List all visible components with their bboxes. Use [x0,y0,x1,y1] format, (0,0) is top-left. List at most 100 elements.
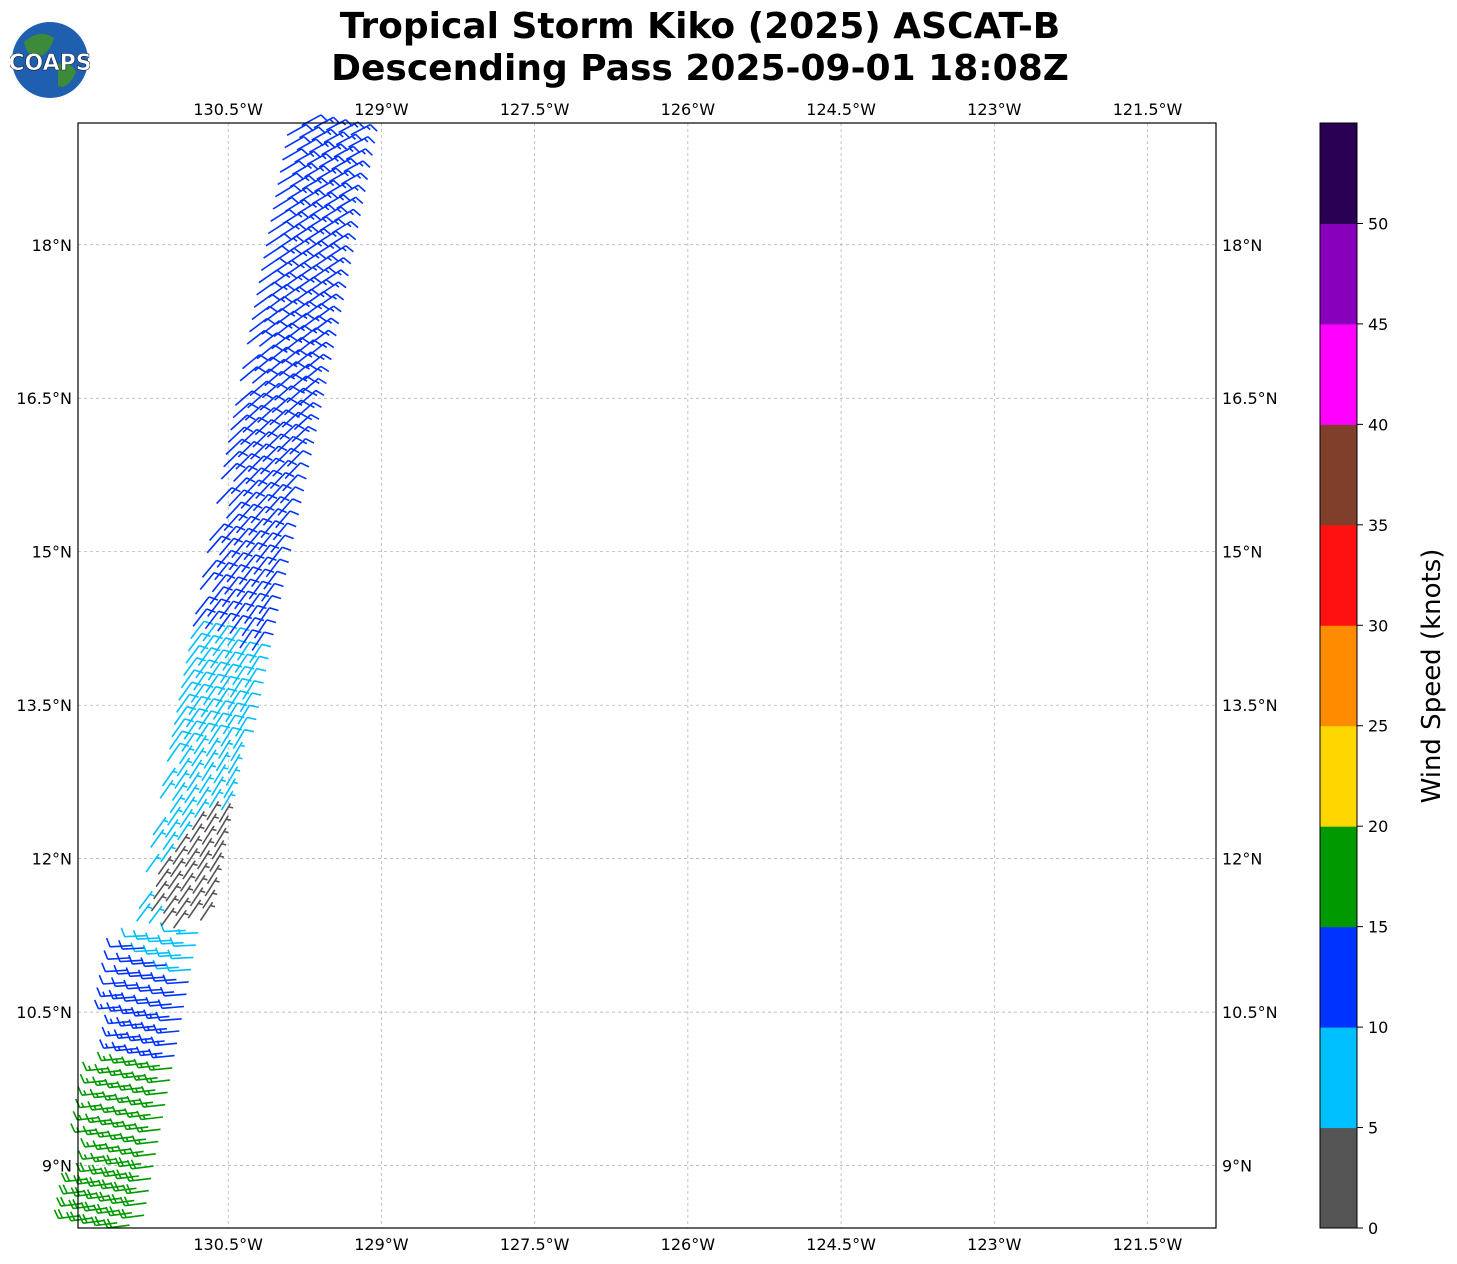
wind-barb [294,213,322,227]
wind-barb [350,123,378,136]
wind-barb [241,617,265,637]
wind-barb [103,950,130,960]
lat-tick-label-right: 12°N [1222,850,1262,869]
wind-barb [263,570,287,590]
colorbar-segment [1320,223,1357,325]
wind-barb [242,416,268,433]
wind-barb [123,979,150,990]
wind-barb [189,887,206,907]
wind-barb [289,174,317,188]
wind-barb [193,735,209,755]
wind-barb [251,631,274,651]
wind-barb [180,669,204,689]
wind-barb [177,821,193,841]
wind-barb [256,607,279,627]
wind-barb [286,123,314,136]
wind-barb [249,643,272,664]
wind-barb [192,608,216,627]
lon-tick-label-top: 126°W [661,100,716,119]
title-line-1: Tropical Storm Kiko (2025) ASCAT-B [339,6,1061,47]
wind-barb [275,247,303,262]
wind-barb [56,1196,83,1207]
wind-barb [259,457,285,475]
colorbar-frame [1319,122,1358,1229]
wind-barb [260,257,288,272]
lat-tick-label-left: 16.5°N [16,389,72,408]
wind-barb [218,739,233,760]
wind-barb [226,627,250,647]
colorbar-label: Wind Speed (knots) [1417,549,1447,804]
lat-tick-label-right: 15°N [1222,543,1262,562]
wind-barb [162,974,189,985]
wind-barb [166,742,190,762]
wind-barb [232,402,259,419]
wind-barb [173,705,197,726]
wind-barb [81,1061,109,1072]
wind-barb [142,944,169,955]
wind-barb [303,365,330,381]
wind-barb [162,831,179,851]
wind-barb [165,882,182,902]
wind-barb [323,131,351,144]
colorbar-tick-label: 35 [1368,516,1388,535]
wind-barb [202,889,218,909]
wind-barb [236,578,260,598]
wind-barb [263,245,290,259]
wind-barb [220,790,236,811]
wind-barb [321,143,349,156]
wind-barb [329,232,357,246]
wind-barbs [53,114,378,1229]
wind-barb [211,776,226,796]
lon-tick-label-top: 123°W [967,100,1022,119]
wind-barb [239,629,262,649]
wind-barb [181,732,204,752]
wind-barb [162,895,179,914]
wind-barb [211,839,227,860]
wind-barb [80,1137,107,1148]
wind-barb [188,759,205,779]
wind-barb [150,829,167,848]
wind-barb [258,269,286,284]
wind-barb [348,135,376,148]
colorbar-tick-label: 45 [1368,315,1388,334]
wind-barb [101,1026,128,1037]
wind-barb [266,421,293,438]
wind-barb [279,160,307,173]
wind-barb [270,534,294,553]
wind-barb [321,206,349,220]
wind-barb [214,624,238,644]
wind-barb [306,153,334,166]
wind-barb [265,233,293,247]
wind-barb [191,810,207,831]
wind-barb [239,692,262,713]
lon-tick-label-top: 129°W [354,100,409,119]
wind-barb [260,582,284,602]
wind-barb [179,808,195,829]
wind-barb [232,728,255,750]
wind-barb [234,590,258,610]
wind-barb [299,126,327,139]
wind-barb [297,201,325,215]
wind-barb [316,167,344,180]
wind-barb [284,462,310,480]
wind-barb [190,620,214,640]
wind-barb [207,598,231,617]
wind-barb [206,800,222,821]
wind-barb [187,899,204,919]
wind-barb [231,602,255,622]
wind-barb [58,1184,86,1195]
wind-barb [137,969,165,980]
wind-barb [101,962,128,973]
wind-barb [136,903,153,922]
wind-barb [250,568,275,588]
wind-barb [234,653,257,674]
wind-barb [302,240,330,254]
wind-barb [203,813,219,833]
wind-barb [178,681,202,701]
wind-barb [218,802,234,823]
wind-barb [207,661,231,681]
wind-barb [219,600,243,620]
wind-barb [230,741,245,762]
wind-barb [241,354,268,370]
